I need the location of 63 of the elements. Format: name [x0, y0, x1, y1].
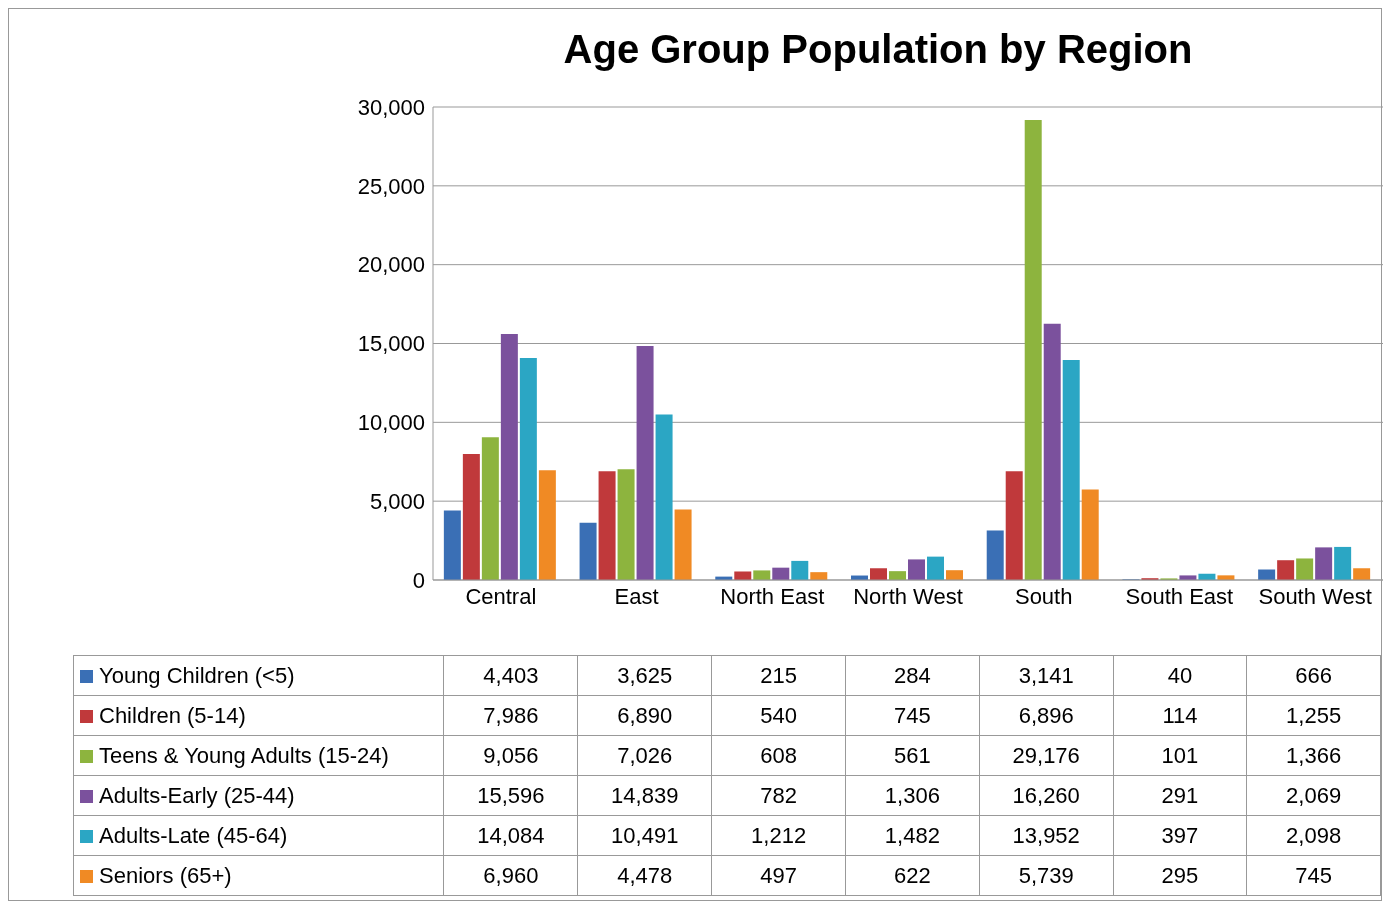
legend-label: Teens & Young Adults (15-24) — [73, 735, 444, 776]
data-label: 6,890 — [577, 695, 712, 736]
data-label: 291 — [1113, 775, 1247, 816]
data-label: 16,260 — [979, 775, 1114, 816]
x-tick-label: South East — [1125, 583, 1234, 609]
legend-label: Adults-Late (45-64) — [73, 815, 444, 856]
y-tick-label: 15,000 — [357, 331, 425, 357]
data-label: 101 — [1113, 735, 1247, 776]
data-label: 6,960 — [443, 855, 578, 896]
data-label: 40 — [1113, 655, 1247, 696]
data-label: 3,625 — [577, 655, 712, 696]
data-label: 622 — [845, 855, 980, 896]
data-label: 4,478 — [577, 855, 712, 896]
y-tick-label: 25,000 — [357, 173, 425, 199]
data-label: 215 — [711, 655, 846, 696]
data-label: 15,596 — [443, 775, 578, 816]
x-tick-label: South West — [1258, 583, 1372, 609]
y-tick-label: 30,000 — [357, 94, 425, 120]
x-tick-label: South — [1014, 583, 1073, 609]
data-label: 666 — [1246, 655, 1381, 696]
x-tick-label: North West — [853, 583, 963, 609]
y-tick-label: 5,000 — [369, 488, 425, 514]
data-label: 497 — [711, 855, 846, 896]
data-label: 295 — [1113, 855, 1247, 896]
data-label: 2,069 — [1246, 775, 1381, 816]
legend-label: Seniors (65+) — [73, 855, 444, 896]
data-label: 1,212 — [711, 815, 846, 856]
data-label: 782 — [711, 775, 846, 816]
y-tick-label: 10,000 — [357, 410, 425, 436]
data-label: 1,306 — [845, 775, 980, 816]
x-tick-label: East — [614, 583, 659, 609]
data-label: 7,026 — [577, 735, 712, 776]
data-label: 13,952 — [979, 815, 1114, 856]
data-label: 6,896 — [979, 695, 1114, 736]
y-tick-label: 0 — [412, 567, 425, 593]
data-label: 14,839 — [577, 775, 712, 816]
chart-title: Age Group Population by Region — [562, 27, 1194, 72]
data-label: 561 — [845, 735, 980, 776]
data-label: 540 — [711, 695, 846, 736]
data-label: 745 — [1246, 855, 1381, 896]
legend-label: Children (5-14) — [73, 695, 444, 736]
x-tick-label: Central — [465, 583, 537, 609]
data-label: 1,366 — [1246, 735, 1381, 776]
legend-label: Adults-Early (25-44) — [73, 775, 444, 816]
data-label: 1,482 — [845, 815, 980, 856]
x-tick-label: North East — [720, 583, 825, 609]
data-label: 2,098 — [1246, 815, 1381, 856]
y-tick-label: 20,000 — [357, 252, 425, 278]
data-label: 5,739 — [979, 855, 1114, 896]
data-label: 29,176 — [979, 735, 1114, 776]
data-label: 3,141 — [979, 655, 1114, 696]
data-label: 1,255 — [1246, 695, 1381, 736]
data-label: 14,084 — [443, 815, 578, 856]
data-label: 10,491 — [577, 815, 712, 856]
data-label: 608 — [711, 735, 846, 776]
data-label: 114 — [1113, 695, 1247, 736]
legend-label: Young Children (<5) — [73, 655, 444, 696]
data-label: 7,986 — [443, 695, 578, 736]
data-label: 284 — [845, 655, 980, 696]
data-label: 397 — [1113, 815, 1247, 856]
data-label: 745 — [845, 695, 980, 736]
data-label: 4,403 — [443, 655, 578, 696]
data-label: 9,056 — [443, 735, 578, 776]
